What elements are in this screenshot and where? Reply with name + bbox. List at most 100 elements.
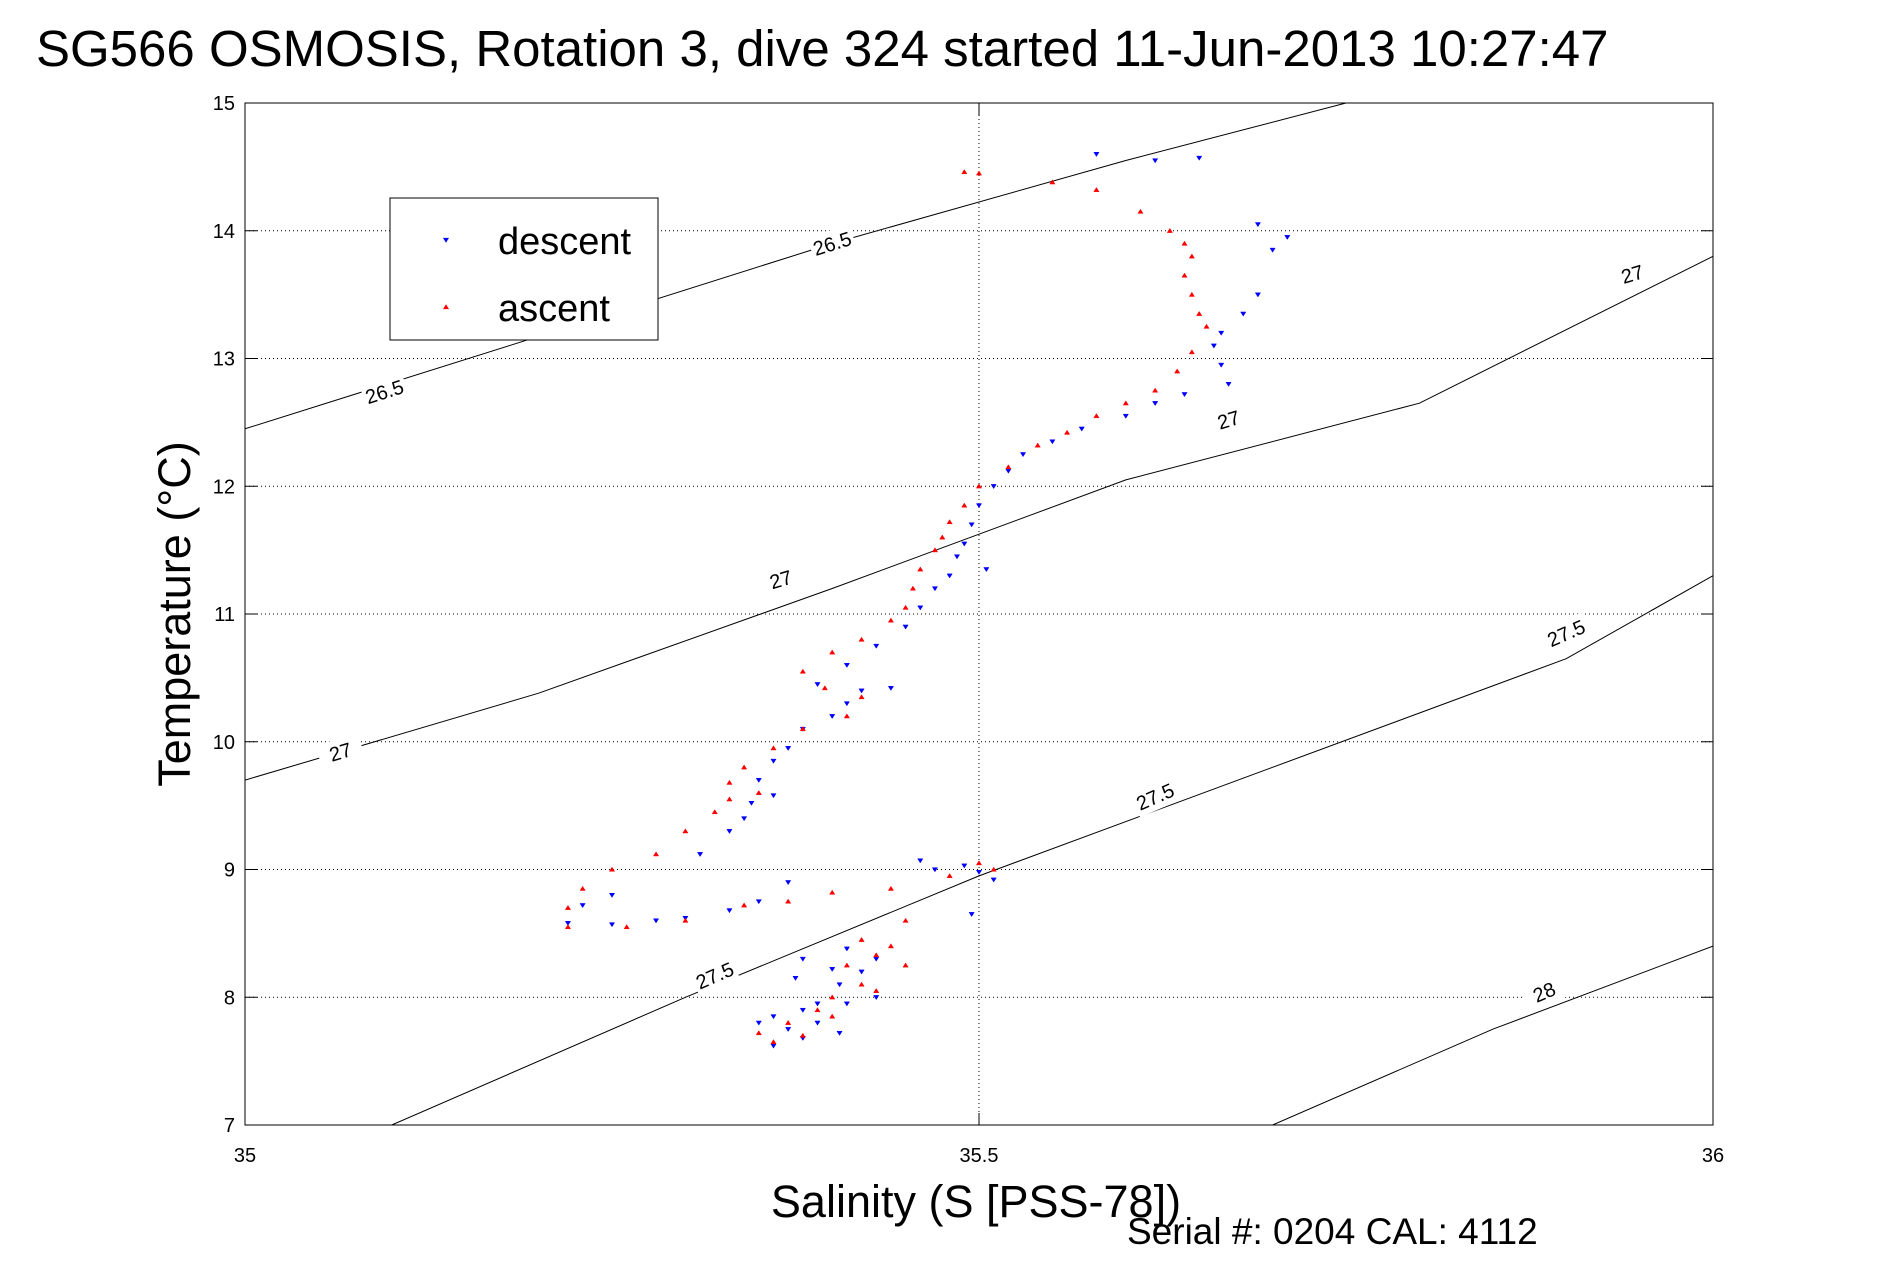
descent-point [1284,235,1291,240]
ascent-point [902,962,909,968]
isopycnal-label-bg [689,954,741,997]
ascent-point [814,1007,821,1013]
ascent-point [1181,272,1188,278]
legend-box [389,197,659,341]
isopycnal-label-bg [315,733,366,771]
descent-point [843,663,850,668]
ascent-point [843,713,850,719]
y-tick-label: 14 [213,221,235,243]
ascent-point [1196,310,1203,316]
isopycnal-label-bg [359,372,410,411]
descent-point [829,714,836,720]
descent-point [1218,362,1225,368]
ascent-point [1064,429,1071,435]
ascent-point [623,924,630,930]
descent-point [1254,292,1261,298]
descent-point [858,688,865,694]
descent-point [975,503,983,509]
ascent-point [1181,240,1188,246]
descent-point [726,908,733,914]
serial-cal-footer: Serial #: 0204 CAL: 4112 [1127,1211,1538,1252]
ascent-point [1166,227,1173,233]
ascent-point [990,866,997,872]
ascent-point [829,1013,836,1019]
legend-label-ascent: ascent [498,288,610,330]
y-tick-label: 10 [213,732,235,754]
descent-legend-marker [443,237,449,243]
isopycnal-label-bg [756,560,806,599]
ascent-point [711,809,718,815]
ascent-point [755,790,762,795]
ascent-point [1034,442,1041,448]
ascent-point [1093,413,1100,419]
ascent-point [931,547,939,553]
ascent-point [1203,323,1210,329]
descent-point [799,956,806,962]
descent-point [843,1001,850,1007]
ascent-point [887,943,894,949]
x-tick-label: 35.5 [960,1145,999,1167]
x-tick-label: 36 [1702,1145,1724,1167]
isopycnal-label-group: 26.5 [807,224,858,263]
ascent-point [829,889,836,895]
descent-point [814,1001,821,1007]
ascent-point [1188,253,1195,259]
x-axis-label: Salinity (S [PSS-78]) [771,1176,1181,1227]
ascent-point [975,860,983,866]
descent-point [755,778,762,783]
isopycnal-line [245,255,1713,781]
ascent-point [829,649,836,655]
ascent-point [726,796,733,802]
descent-point [843,946,850,952]
y-tick-label: 12 [213,476,235,498]
descent-point [968,522,975,528]
isopycnal-label-bg [1129,775,1181,818]
ascent-point [1152,387,1159,393]
descent-point [814,682,821,688]
y-tick-label: 15 [213,93,235,115]
ascent-point [1174,368,1181,374]
descent-point [748,801,755,806]
descent-point [1196,155,1203,161]
descent-point [1181,392,1188,398]
ascent-point [1093,187,1100,192]
isopycnal-label-group: 27 [756,560,806,599]
descent-point [770,793,777,799]
ascent-point [829,994,836,1000]
y-tick-label: 9 [224,860,235,882]
ascent-point [975,170,983,176]
ascent-point [755,1030,762,1036]
descent-point [1093,152,1100,157]
descent-point [564,921,572,926]
ascent-point [579,885,586,891]
ascent-point [799,1032,806,1038]
descent-point [770,758,777,764]
ascent-point [939,534,946,540]
descent-point [902,624,909,630]
ascent-point [1005,464,1012,470]
ascent-point [1188,349,1195,355]
isopycnal-label-group: 27 [1607,255,1658,293]
descent-point [968,912,975,918]
ascent-point [770,745,777,751]
descent-point [1019,452,1027,458]
descent-point [697,852,704,857]
descent-point [608,922,616,928]
isopycnal-label-bg [1540,612,1592,654]
data-points [564,152,1291,1049]
descent-point [785,1027,792,1032]
x-tick-label: 35 [234,1145,256,1167]
ascent-point [564,905,572,910]
descent-point [990,484,997,490]
ascent-point [902,917,909,923]
descent-point [608,892,616,898]
isopycnal-label-bg [1518,971,1570,1013]
ascent-point [564,924,572,930]
descent-point [990,877,997,883]
descent-point [917,858,924,864]
ascent-point [909,585,916,591]
descent-point [843,701,850,707]
ascent-point [917,566,924,572]
ascent-point [902,604,909,610]
descent-point [792,976,799,981]
